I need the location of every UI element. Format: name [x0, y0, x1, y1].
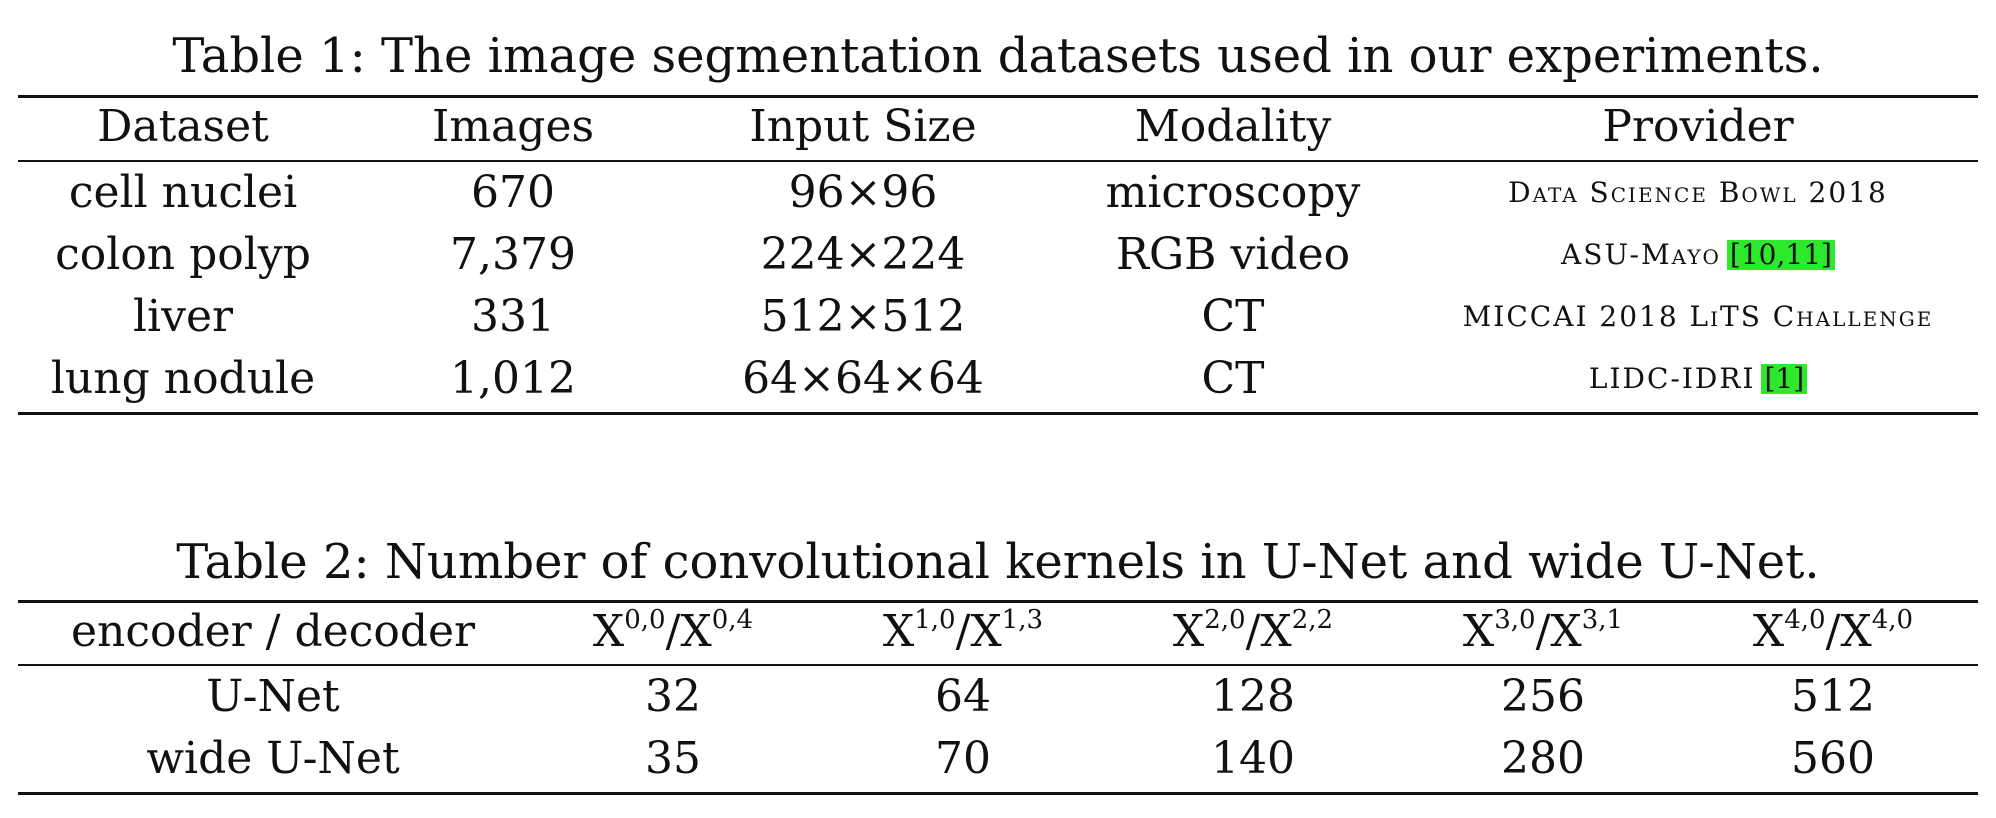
provider-cell: Data Science Bowl 2018 [1418, 162, 1978, 224]
input-size-cell: 96×96 [788, 167, 938, 218]
kernel-count-cell: 35 [645, 733, 701, 784]
table2-header-col: X4,0/X4,0 [1752, 605, 1914, 657]
table2-header-col: X2,0/X2,2 [1172, 605, 1334, 657]
modality-cell: microscopy [1105, 167, 1361, 218]
table-row: lung nodule 1,012 64×64×64 CT LIDC-IDRI[… [18, 348, 1978, 410]
table1-header-input-size: Input Size [749, 101, 977, 152]
kernel-count-cell: 32 [645, 671, 701, 722]
citation-link[interactable]: [1] [1761, 364, 1808, 394]
provider-cell: ASU-Mayo [10,11] [1418, 224, 1978, 286]
table1-header-modality: Modality [1134, 101, 1332, 152]
kernel-count-cell: 560 [1791, 733, 1875, 784]
table2-header-col: X1,0/X1,3 [882, 605, 1044, 657]
kernel-count-cell: 256 [1501, 671, 1585, 722]
provider-name: ASU-Mayo [1561, 238, 1721, 271]
images-cell: 331 [471, 291, 555, 342]
dataset-cell: colon polyp [55, 229, 311, 280]
images-cell: 1,012 [450, 353, 576, 404]
network-name-cell: wide U-Net [146, 733, 400, 784]
input-size-cell: 512×512 [760, 291, 966, 342]
dataset-cell: liver [132, 291, 234, 342]
table-row: colon polyp 7,379 224×224 RGB video ASU-… [18, 224, 1978, 286]
modality-cell: RGB video [1115, 229, 1351, 280]
table1-bottom-rule [18, 412, 1978, 415]
table1-header-provider: Provider [1602, 101, 1794, 152]
table1-header-row: Dataset Images Input Size Modality Provi… [18, 96, 1978, 158]
provider-cell: MICCAI 2018 LiTS Challenge [1418, 286, 1978, 348]
table2-header-label: encoder / decoder [70, 606, 476, 657]
kernel-count-cell: 70 [935, 733, 991, 784]
table-row: cell nuclei 670 96×96 microscopy Data Sc… [18, 162, 1978, 224]
table2-mid-rule [18, 664, 1978, 666]
kernel-count-cell: 64 [935, 671, 991, 722]
provider-name: MICCAI 2018 LiTS Challenge [1462, 300, 1934, 333]
table2-header-col: X3,0/X3,1 [1462, 605, 1624, 657]
table1-mid-rule [18, 160, 1978, 162]
table-row: liver 331 512×512 CT MICCAI 2018 LiTS Ch… [18, 286, 1978, 348]
input-size-cell: 224×224 [760, 229, 966, 280]
table2-bottom-rule [18, 792, 1978, 795]
dataset-cell: cell nuclei [68, 167, 298, 218]
table2-caption: Table 2: Number of convolutional kernels… [176, 534, 1820, 590]
table2-header-col: X0,0/X0,4 [592, 605, 754, 657]
table1-top-rule [18, 95, 1978, 98]
kernel-count-cell: 140 [1211, 733, 1295, 784]
provider-cell: LIDC-IDRI [1] [1418, 348, 1978, 410]
images-cell: 670 [471, 167, 555, 218]
table1-header-images: Images [431, 101, 595, 152]
images-cell: 7,379 [450, 229, 576, 280]
kernel-count-cell: 512 [1791, 671, 1875, 722]
table2-top-rule [18, 600, 1978, 603]
provider-name: Data Science Bowl 2018 [1508, 176, 1888, 209]
dataset-cell: lung nodule [50, 353, 316, 404]
kernel-count-cell: 128 [1211, 671, 1295, 722]
table-row: U-Net 32 64 128 256 512 [18, 666, 1978, 728]
network-name-cell: U-Net [206, 671, 340, 722]
provider-name: LIDC-IDRI [1588, 362, 1756, 395]
table1-caption: Table 1: The image segmentation datasets… [172, 28, 1824, 84]
modality-cell: CT [1201, 291, 1265, 342]
table-row: wide U-Net 35 70 140 280 560 [18, 728, 1978, 790]
kernel-count-cell: 280 [1501, 733, 1585, 784]
table2-header-row: encoder / decoder X0,0/X0,4 X1,0/X1,3 X2… [18, 601, 1978, 663]
input-size-cell: 64×64×64 [742, 353, 984, 404]
modality-cell: CT [1201, 353, 1265, 404]
table1-header-dataset: Dataset [97, 101, 269, 152]
citation-link[interactable]: [10,11] [1726, 240, 1835, 270]
